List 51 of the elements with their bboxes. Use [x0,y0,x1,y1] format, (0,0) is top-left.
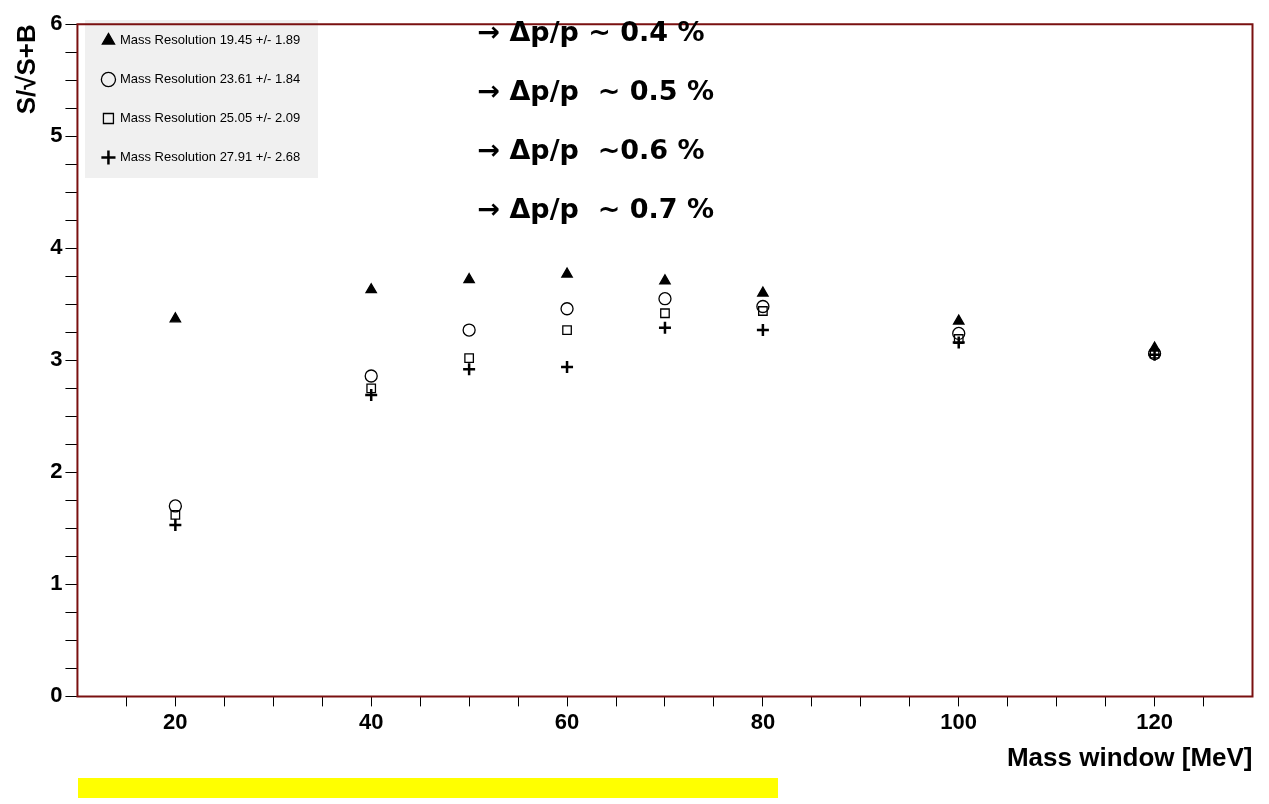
x-tick-label: 80 [750,708,776,734]
y-tick-label: 6 [50,10,63,36]
point [562,325,572,335]
point [170,510,181,520]
point [952,314,965,325]
point [659,274,671,285]
x-tick-label: 40 [358,708,384,734]
y-tick-label: 3 [50,346,63,372]
y-tick-label: 1 [50,570,63,596]
annotation: → Δp/p ~ 0.7 % [477,193,714,225]
legend-label: Mass Resolution 25.05 +/- 2.09 [119,110,301,126]
point [660,308,670,319]
y-tick-label: 4 [50,234,64,260]
annotation: → Δp/p ~ 0.4 % [477,16,705,48]
y-tick-label: 2 [50,458,63,484]
annotation: → Δp/p ~0.6 % [477,134,705,166]
point [168,517,183,533]
x-tick-label: 20 [163,708,188,734]
annotation: → Δp/p ~ 0.5 % [477,75,714,107]
point [755,322,771,338]
point [756,299,770,314]
point [757,286,769,297]
x-tick-label: 120 [1136,708,1173,734]
point [559,359,575,375]
x-tick-label: 100 [940,708,978,734]
point [364,369,378,383]
y-tick-label: 0 [50,682,63,708]
x-tick-label: 60 [554,708,580,734]
legend-label: Mass Resolution 27.91 +/- 2.68 [119,149,301,165]
legend-label: Mass Resolution 23.61 +/- 1.84 [119,71,301,87]
point [561,267,573,278]
point [366,383,377,394]
point [953,334,964,344]
point [658,292,672,306]
y-axis-title: S/√S+B [10,24,41,115]
point [365,283,378,294]
point [462,323,476,337]
point [463,272,475,284]
point [952,326,966,341]
point [560,302,574,316]
legend-label: Mass Resolution 19.45 +/- 1.89 [119,32,301,48]
point [464,353,475,363]
point [168,499,183,513]
y-tick-label: 5 [50,122,63,148]
point [363,387,379,403]
point [657,320,673,336]
x-axis-title: Mass window [MeV] [1006,741,1253,772]
point [1148,341,1161,352]
point [951,335,966,350]
point [461,362,477,377]
point [169,312,182,323]
